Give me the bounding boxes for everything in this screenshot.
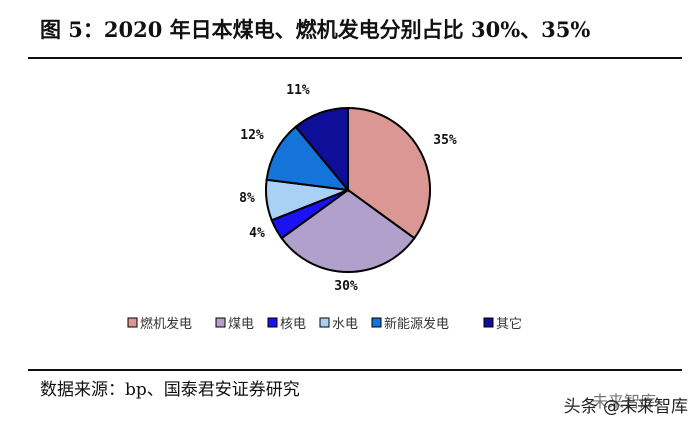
pie-data-label-3: 4% [249, 226, 265, 241]
pie-data-label-5: 12% [240, 128, 264, 143]
legend-label-3: 核电 [280, 317, 306, 332]
watermark-handle: @未来智库 [603, 397, 688, 417]
legend-swatch-3 [267, 317, 278, 328]
watermark: 头条 @未来智库 [564, 392, 688, 417]
pie-chart: 35% 30% 4% 8% 12% 11% 燃机发电 煤电 核电 水电 新能源发电 其它 [127, 83, 522, 332]
legend-swatch-6 [483, 317, 494, 328]
bottom-divider [28, 369, 682, 371]
pie-labels: 35% 30% 4% 8% 12% 11% [239, 83, 457, 294]
pie-data-label-4: 8% [239, 191, 255, 206]
pie-data-label-2: 30% [334, 279, 358, 294]
pie-data-label-6: 11% [286, 83, 310, 98]
legend-label-6: 其它 [496, 316, 522, 332]
legend-swatch-2 [215, 317, 226, 328]
watermark-logo: 未来智库 [591, 392, 656, 411]
legend-label-2: 煤电 [228, 317, 254, 332]
pie-data-label-1: 35% [433, 133, 457, 148]
pie-slice-6 [294, 106, 349, 193]
pie-slice-2 [280, 188, 416, 273]
legend-label-1: 燃机发电 [140, 316, 192, 332]
pie-slice-1 [347, 106, 431, 240]
legend-label-5: 新能源发电 [384, 316, 449, 332]
legend-label-4: 水电 [332, 317, 358, 332]
pie-slices [265, 106, 431, 273]
chart-title: 图 5：2020 年日本煤电、燃机发电分别占比 30%、35% [40, 17, 591, 42]
pie-slice-5 [265, 125, 351, 192]
top-divider [28, 57, 682, 59]
chart-legend: 燃机发电 煤电 核电 水电 新能源发电 其它 [127, 316, 522, 332]
legend-swatch-5 [371, 317, 382, 328]
legend-swatch-4 [319, 317, 330, 328]
watermark-prefix: 头条 [563, 397, 598, 417]
source-note: 数据来源：bp、国泰君安证券研究 [40, 380, 300, 400]
legend-swatch-1 [127, 317, 138, 328]
